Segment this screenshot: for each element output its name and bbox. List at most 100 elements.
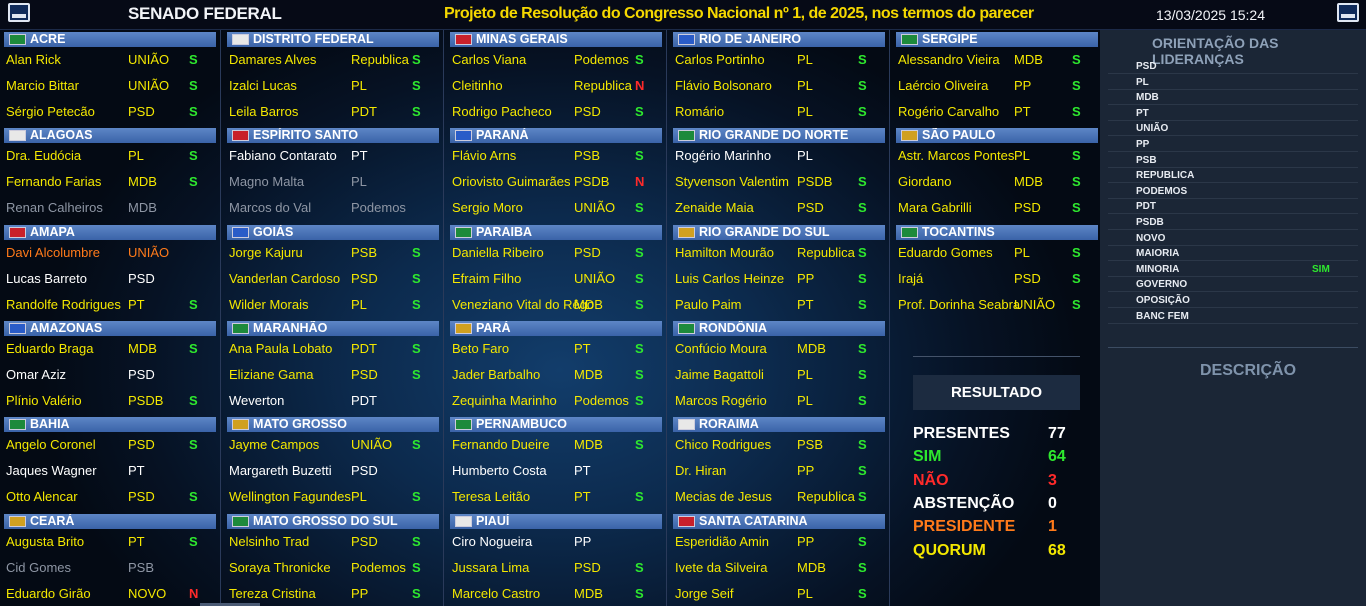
senator-row[interactable]: Romário PL S bbox=[675, 102, 885, 122]
state-header: SERGIPE bbox=[896, 32, 1098, 47]
senator-row[interactable]: Leila Barros PDT S bbox=[229, 102, 439, 122]
senator-row[interactable]: Jaime Bagattoli PL S bbox=[675, 365, 885, 385]
senator-row[interactable]: Confúcio Moura MDB S bbox=[675, 339, 885, 359]
senator-row[interactable]: Alessandro Vieira MDB S bbox=[898, 50, 1098, 70]
senator-row[interactable]: Cleitinho Republica N bbox=[452, 76, 662, 96]
senator-row[interactable]: Giordano MDB S bbox=[898, 172, 1098, 192]
senator-row[interactable]: Rodrigo Pacheco PSD S bbox=[452, 102, 662, 122]
senator-name: Damares Alves bbox=[229, 52, 317, 67]
senator-row[interactable]: Omar Aziz PSD bbox=[6, 365, 216, 385]
senator-row[interactable]: Marcelo Castro MDB S bbox=[452, 584, 662, 604]
screen-toggle-icon-left[interactable] bbox=[8, 3, 30, 22]
senator-row[interactable]: Rogério Carvalho PT S bbox=[898, 102, 1098, 122]
senator-row[interactable]: Renan Calheiros MDB bbox=[6, 198, 216, 218]
senator-row[interactable]: Efraim Filho UNIÃO S bbox=[452, 269, 662, 289]
senator-row[interactable]: Flávio Arns PSB S bbox=[452, 146, 662, 166]
senator-row[interactable]: Ciro Nogueira PP bbox=[452, 532, 662, 552]
senator-row[interactable]: Luis Carlos Heinze PP S bbox=[675, 269, 885, 289]
senator-row[interactable]: Damares Alves Republica S bbox=[229, 50, 439, 70]
senator-row[interactable]: Eliziane Gama PSD S bbox=[229, 365, 439, 385]
senator-row[interactable]: Paulo Paim PT S bbox=[675, 295, 885, 315]
senator-row[interactable]: Wilder Morais PL S bbox=[229, 295, 439, 315]
senator-row[interactable]: Styvenson Valentim PSDB S bbox=[675, 172, 885, 192]
senator-row[interactable]: Dr. Hiran PP S bbox=[675, 461, 885, 481]
senator-row[interactable]: Sérgio Petecão PSD S bbox=[6, 102, 216, 122]
senator-row[interactable]: Eduardo Gomes PL S bbox=[898, 243, 1098, 263]
senator-row[interactable]: Augusta Brito PT S bbox=[6, 532, 216, 552]
senator-row[interactable]: Jussara Lima PSD S bbox=[452, 558, 662, 578]
senator-row[interactable]: Weverton PDT bbox=[229, 391, 439, 411]
senator-row[interactable]: Sergio Moro UNIÃO S bbox=[452, 198, 662, 218]
senator-party: PL bbox=[351, 297, 367, 312]
senator-row[interactable]: Laércio Oliveira PP S bbox=[898, 76, 1098, 96]
senator-row[interactable]: Marcio Bittar UNIÃO S bbox=[6, 76, 216, 96]
senator-party: PSD bbox=[128, 367, 155, 382]
senator-party: MDB bbox=[128, 200, 157, 215]
state-flag-icon bbox=[9, 130, 26, 141]
senator-row[interactable]: Astr. Marcos Pontes PL S bbox=[898, 146, 1098, 166]
senator-row[interactable]: Dra. Eudócia PL S bbox=[6, 146, 216, 166]
senator-row[interactable]: Nelsinho Trad PSD S bbox=[229, 532, 439, 552]
senator-row[interactable]: Chico Rodrigues PSB S bbox=[675, 435, 885, 455]
senator-row[interactable]: Oriovisto Guimarães PSDB N bbox=[452, 172, 662, 192]
senator-row[interactable]: Zequinha Marinho Podemos S bbox=[452, 391, 662, 411]
senator-row[interactable]: Eduardo Braga MDB S bbox=[6, 339, 216, 359]
senator-row[interactable]: Randolfe Rodrigues PT S bbox=[6, 295, 216, 315]
senator-row[interactable]: Vanderlan Cardoso PSD S bbox=[229, 269, 439, 289]
senator-party: PSB bbox=[351, 245, 378, 260]
senator-row[interactable]: Soraya Thronicke Podemos S bbox=[229, 558, 439, 578]
senator-row[interactable]: Mecias de Jesus Republica S bbox=[675, 487, 885, 507]
senator-party: PL bbox=[351, 174, 367, 189]
senator-row[interactable]: Teresa Leitão PT S bbox=[452, 487, 662, 507]
senator-row[interactable]: Flávio Bolsonaro PL S bbox=[675, 76, 885, 96]
senator-row[interactable]: Otto Alencar PSD S bbox=[6, 487, 216, 507]
senator-row[interactable]: Veneziano Vital do Rêgo MDB S bbox=[452, 295, 662, 315]
senator-row[interactable]: Lucas Barreto PSD bbox=[6, 269, 216, 289]
senator-row[interactable]: Jader Barbalho MDB S bbox=[452, 365, 662, 385]
description-title: DESCRIÇÃO bbox=[1200, 362, 1297, 379]
senator-row[interactable]: Irajá PSD S bbox=[898, 269, 1098, 289]
senator-name: Jader Barbalho bbox=[452, 367, 541, 382]
scrollbar[interactable] bbox=[200, 603, 260, 606]
senator-row[interactable]: Ivete da Silveira MDB S bbox=[675, 558, 885, 578]
senator-row[interactable]: Ana Paula Lobato PDT S bbox=[229, 339, 439, 359]
senator-row[interactable]: Izalci Lucas PL S bbox=[229, 76, 439, 96]
senator-row[interactable]: Plínio Valério PSDB S bbox=[6, 391, 216, 411]
senator-row[interactable]: Fernando Dueire MDB S bbox=[452, 435, 662, 455]
senator-row[interactable]: Davi Alcolumbre UNIÃO bbox=[6, 243, 216, 263]
senator-row[interactable]: Wellington Fagundes PL S bbox=[229, 487, 439, 507]
senator-row[interactable]: Jorge Kajuru PSB S bbox=[229, 243, 439, 263]
senator-row[interactable]: Jayme Campos UNIÃO S bbox=[229, 435, 439, 455]
senator-row[interactable]: Daniella Ribeiro PSD S bbox=[452, 243, 662, 263]
senator-row[interactable]: Mara Gabrilli PSD S bbox=[898, 198, 1098, 218]
senator-row[interactable]: Tereza Cristina PP S bbox=[229, 584, 439, 604]
senator-row[interactable]: Rogério Marinho PL bbox=[675, 146, 885, 166]
senator-row[interactable]: Eduardo Girão NOVO N bbox=[6, 584, 216, 604]
senator-vote: S bbox=[412, 245, 421, 260]
senator-row[interactable]: Magno Malta PL bbox=[229, 172, 439, 192]
senator-row[interactable]: Fernando Farias MDB S bbox=[6, 172, 216, 192]
senator-row[interactable]: Marcos Rogério PL S bbox=[675, 391, 885, 411]
senator-name: Giordano bbox=[898, 174, 952, 189]
senator-row[interactable]: Jaques Wagner PT bbox=[6, 461, 216, 481]
senator-row[interactable]: Carlos Portinho PL S bbox=[675, 50, 885, 70]
senator-row[interactable]: Zenaide Maia PSD S bbox=[675, 198, 885, 218]
senator-row[interactable]: Cid Gomes PSB bbox=[6, 558, 216, 578]
senator-name: Jaime Bagattoli bbox=[675, 367, 764, 382]
senator-row[interactable]: Marcos do Val Podemos bbox=[229, 198, 439, 218]
senator-row[interactable]: Prof. Dorinha Seabra UNIÃO S bbox=[898, 295, 1098, 315]
senator-row[interactable]: Esperidião Amin PP S bbox=[675, 532, 885, 552]
senator-name: Eduardo Girão bbox=[6, 586, 91, 601]
senator-row[interactable]: Alan Rick UNIÃO S bbox=[6, 50, 216, 70]
senator-row[interactable]: Carlos Viana Podemos S bbox=[452, 50, 662, 70]
senator-row[interactable]: Beto Faro PT S bbox=[452, 339, 662, 359]
senator-vote: S bbox=[1072, 174, 1081, 189]
senator-row[interactable]: Jorge Seif PL S bbox=[675, 584, 885, 604]
senator-row[interactable]: Hamilton Mourão Republica S bbox=[675, 243, 885, 263]
senator-row[interactable]: Humberto Costa PT bbox=[452, 461, 662, 481]
senator-party: PL bbox=[797, 148, 813, 163]
senator-row[interactable]: Margareth Buzetti PSD bbox=[229, 461, 439, 481]
senator-row[interactable]: Fabiano Contarato PT bbox=[229, 146, 439, 166]
senator-row[interactable]: Angelo Coronel PSD S bbox=[6, 435, 216, 455]
screen-toggle-icon-right[interactable] bbox=[1337, 3, 1359, 22]
